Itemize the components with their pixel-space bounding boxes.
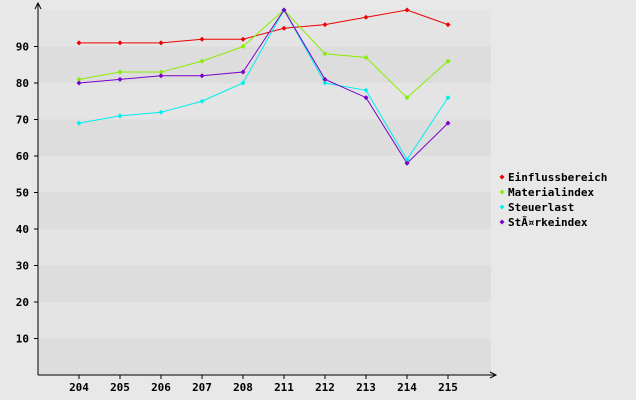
legend-marker: [499, 204, 505, 210]
tick-labels: 10 20 30 40 50 60 70 80 90 204 205 206 207 208 211 212 2…: [16, 41, 458, 395]
data-point: [158, 109, 164, 115]
data-point: [445, 95, 451, 101]
y-tick-label: 70: [16, 114, 29, 127]
series-line: [78, 9, 449, 165]
legend-item: Einflussbereich: [499, 171, 607, 184]
data-point: [363, 54, 369, 60]
data-point: [404, 157, 410, 163]
data-point: [76, 120, 82, 126]
legend-marker: [499, 189, 505, 195]
legend-label: StÃ¤rkeindex: [508, 216, 588, 229]
series-line: [79, 9, 449, 44]
grid-band: [38, 83, 491, 120]
x-tick-label: 205: [110, 381, 130, 394]
series-lines: [78, 8, 449, 165]
x-tick-label: 207: [192, 381, 212, 394]
data-point: [445, 22, 451, 28]
series-points: [76, 7, 451, 166]
legend-label: Materialindex: [508, 186, 594, 199]
series-line: [78, 9, 449, 99]
grid-band: [38, 156, 491, 193]
series-line: [78, 8, 449, 161]
grid-band: [38, 46, 491, 83]
data-point: [117, 69, 123, 75]
data-point: [199, 36, 205, 42]
grid-band: [38, 119, 491, 156]
data-point: [76, 40, 82, 46]
data-point: [199, 58, 205, 64]
grid-band: [38, 338, 491, 375]
grid-band: [38, 265, 491, 302]
grid-band: [38, 302, 491, 339]
y-tick-label: 20: [16, 296, 29, 309]
data-point: [404, 95, 410, 101]
data-point: [322, 51, 328, 57]
data-point: [404, 7, 410, 13]
x-tick-label: 204: [69, 381, 89, 394]
data-point: [158, 69, 164, 75]
data-point: [199, 73, 205, 79]
y-tick-label: 30: [16, 260, 29, 273]
data-point: [363, 87, 369, 93]
data-point: [240, 69, 246, 75]
data-point: [158, 73, 164, 79]
legend-item: Steuerlast: [499, 201, 574, 214]
axes: [34, 1, 498, 379]
data-point: [322, 22, 328, 28]
data-point: [281, 25, 287, 31]
legend-item: Materialindex: [499, 186, 594, 199]
y-tick-label: 40: [16, 223, 29, 236]
plot-background-bands: [38, 10, 491, 375]
data-point: [158, 40, 164, 46]
data-point: [445, 120, 451, 126]
data-point: [363, 95, 369, 101]
grid-band: [38, 229, 491, 266]
data-point: [199, 98, 205, 104]
x-tick-label: 212: [315, 381, 335, 394]
y-axis-arrow: [34, 1, 42, 10]
y-tick-label: 80: [16, 77, 29, 90]
x-tick-label: 211: [274, 381, 294, 394]
y-tick-label: 10: [16, 333, 29, 346]
legend-item: StÃ¤rkeindex: [499, 216, 588, 229]
x-tick-label: 213: [356, 381, 376, 394]
data-point: [117, 113, 123, 119]
data-point: [240, 36, 246, 42]
data-point: [322, 80, 328, 86]
legend-label: Einflussbereich: [508, 171, 607, 184]
data-point: [117, 76, 123, 82]
data-point: [117, 40, 123, 46]
data-point: [76, 80, 82, 86]
x-tick-label: 214: [397, 381, 417, 394]
data-point: [76, 76, 82, 82]
x-tick-label: 215: [438, 381, 458, 394]
data-point: [281, 7, 287, 13]
legend-marker: [499, 174, 505, 180]
x-tick-label: 208: [233, 381, 253, 394]
data-point: [240, 44, 246, 49]
legend-label: Steuerlast: [508, 201, 574, 214]
grid-band: [38, 192, 491, 229]
x-axis-arrow: [489, 371, 498, 379]
x-tick-label: 206: [151, 381, 171, 394]
data-point: [240, 80, 246, 86]
y-tick-label: 90: [16, 41, 29, 54]
legend: Einflussbereich Materialindex Steuerlast St…: [499, 171, 607, 229]
data-point: [363, 14, 369, 20]
data-point: [322, 76, 328, 82]
data-point: [404, 160, 410, 166]
y-tick-label: 60: [16, 150, 29, 163]
data-point: [445, 58, 451, 64]
y-tick-label: 50: [16, 187, 29, 200]
legend-marker: [499, 219, 505, 225]
